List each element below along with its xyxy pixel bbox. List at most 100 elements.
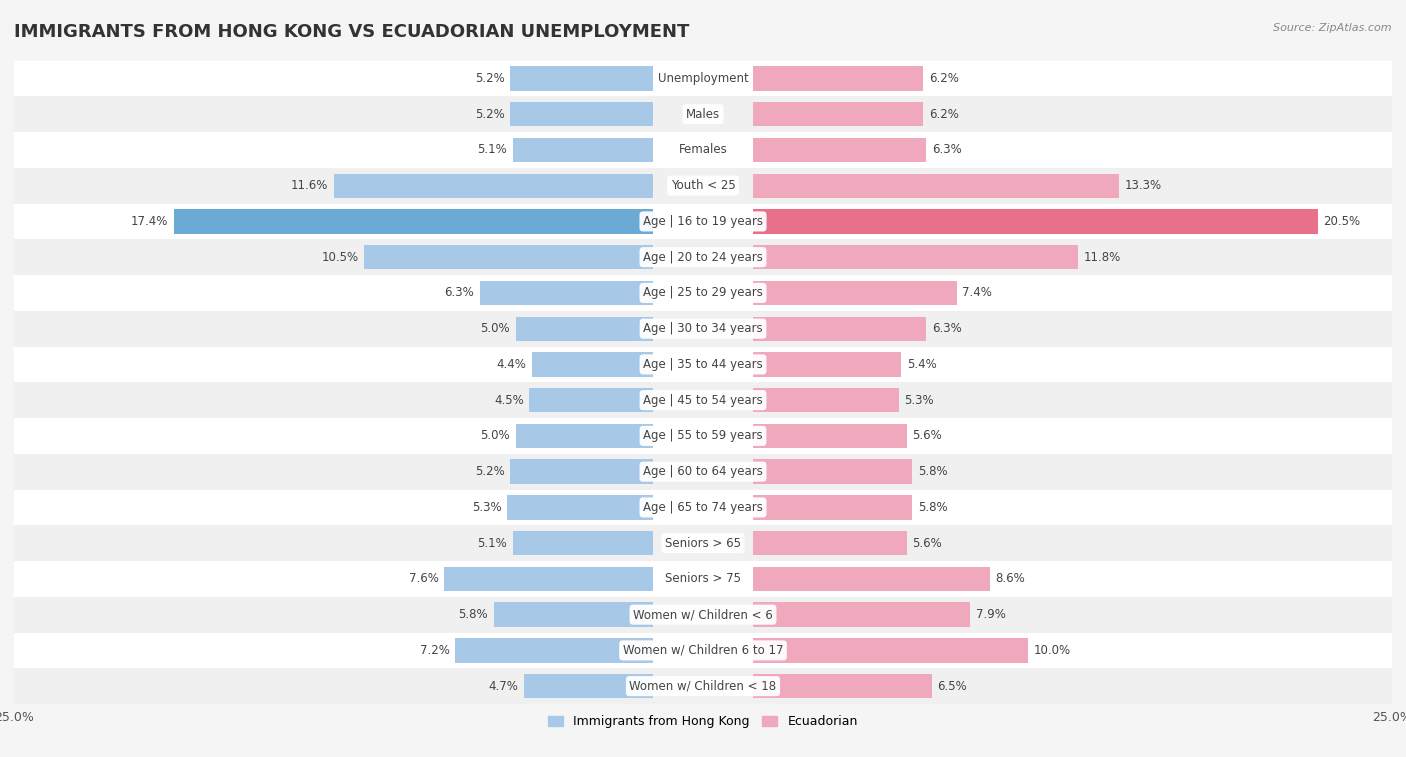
Text: 13.3%: 13.3% bbox=[1125, 179, 1161, 192]
Text: Youth < 25: Youth < 25 bbox=[671, 179, 735, 192]
Bar bbox=[0, 275, 1406, 311]
Text: 5.4%: 5.4% bbox=[907, 358, 936, 371]
Text: Seniors > 65: Seniors > 65 bbox=[665, 537, 741, 550]
Text: Age | 30 to 34 years: Age | 30 to 34 years bbox=[643, 322, 763, 335]
Text: Females: Females bbox=[679, 143, 727, 157]
Legend: Immigrants from Hong Kong, Ecuadorian: Immigrants from Hong Kong, Ecuadorian bbox=[543, 710, 863, 733]
Text: 6.2%: 6.2% bbox=[929, 107, 959, 120]
Bar bbox=[0, 633, 1406, 668]
Text: 5.8%: 5.8% bbox=[918, 465, 948, 478]
Text: Age | 35 to 44 years: Age | 35 to 44 years bbox=[643, 358, 763, 371]
Text: 5.6%: 5.6% bbox=[912, 429, 942, 442]
Text: Age | 65 to 74 years: Age | 65 to 74 years bbox=[643, 501, 763, 514]
Bar bbox=[752, 173, 1119, 198]
Bar bbox=[0, 561, 1406, 597]
Bar bbox=[0, 239, 1406, 275]
Bar bbox=[531, 352, 654, 376]
Text: IMMIGRANTS FROM HONG KONG VS ECUADORIAN UNEMPLOYMENT: IMMIGRANTS FROM HONG KONG VS ECUADORIAN … bbox=[14, 23, 689, 41]
Text: 5.0%: 5.0% bbox=[481, 322, 510, 335]
Bar bbox=[333, 173, 654, 198]
Text: Seniors > 75: Seniors > 75 bbox=[665, 572, 741, 585]
Bar bbox=[510, 67, 654, 91]
Text: 5.2%: 5.2% bbox=[475, 465, 505, 478]
Bar bbox=[0, 96, 1406, 132]
Bar bbox=[508, 495, 654, 519]
Text: 7.9%: 7.9% bbox=[976, 608, 1005, 621]
Text: 5.3%: 5.3% bbox=[472, 501, 502, 514]
Bar bbox=[516, 316, 654, 341]
Bar bbox=[752, 352, 901, 376]
Bar bbox=[510, 102, 654, 126]
Text: 5.3%: 5.3% bbox=[904, 394, 934, 407]
Text: 5.6%: 5.6% bbox=[912, 537, 942, 550]
Text: 11.6%: 11.6% bbox=[291, 179, 328, 192]
Text: 5.2%: 5.2% bbox=[475, 72, 505, 85]
Bar bbox=[752, 567, 990, 591]
Bar bbox=[752, 674, 932, 698]
Text: 6.5%: 6.5% bbox=[938, 680, 967, 693]
Bar bbox=[752, 495, 912, 519]
Text: Women w/ Children < 6: Women w/ Children < 6 bbox=[633, 608, 773, 621]
Bar bbox=[752, 245, 1078, 269]
Bar bbox=[510, 459, 654, 484]
Text: Age | 16 to 19 years: Age | 16 to 19 years bbox=[643, 215, 763, 228]
Bar bbox=[524, 674, 654, 698]
Bar bbox=[0, 490, 1406, 525]
Bar bbox=[0, 347, 1406, 382]
Bar bbox=[444, 567, 654, 591]
Text: 4.7%: 4.7% bbox=[488, 680, 519, 693]
Text: 20.5%: 20.5% bbox=[1323, 215, 1360, 228]
Text: 7.6%: 7.6% bbox=[409, 572, 439, 585]
Text: 4.4%: 4.4% bbox=[496, 358, 527, 371]
Text: 6.3%: 6.3% bbox=[932, 143, 962, 157]
Text: 4.5%: 4.5% bbox=[494, 394, 524, 407]
Text: Age | 60 to 64 years: Age | 60 to 64 years bbox=[643, 465, 763, 478]
Text: Unemployment: Unemployment bbox=[658, 72, 748, 85]
Bar bbox=[0, 525, 1406, 561]
Text: Age | 25 to 29 years: Age | 25 to 29 years bbox=[643, 286, 763, 300]
Bar bbox=[0, 418, 1406, 453]
Bar bbox=[752, 67, 924, 91]
Bar bbox=[0, 453, 1406, 490]
Bar bbox=[752, 424, 907, 448]
Text: 10.5%: 10.5% bbox=[322, 251, 359, 263]
Bar bbox=[530, 388, 654, 413]
Text: Age | 20 to 24 years: Age | 20 to 24 years bbox=[643, 251, 763, 263]
Text: 5.1%: 5.1% bbox=[478, 537, 508, 550]
Text: 6.2%: 6.2% bbox=[929, 72, 959, 85]
Bar bbox=[494, 603, 654, 627]
Text: 10.0%: 10.0% bbox=[1033, 644, 1071, 657]
Bar bbox=[752, 531, 907, 556]
Bar bbox=[752, 638, 1028, 662]
Text: 5.8%: 5.8% bbox=[918, 501, 948, 514]
Bar bbox=[516, 424, 654, 448]
Bar bbox=[456, 638, 654, 662]
Text: 5.2%: 5.2% bbox=[475, 107, 505, 120]
Bar bbox=[513, 138, 654, 162]
Text: Women w/ Children 6 to 17: Women w/ Children 6 to 17 bbox=[623, 644, 783, 657]
Bar bbox=[0, 311, 1406, 347]
Text: Age | 55 to 59 years: Age | 55 to 59 years bbox=[643, 429, 763, 442]
Bar bbox=[0, 382, 1406, 418]
Text: 17.4%: 17.4% bbox=[131, 215, 169, 228]
Bar bbox=[752, 459, 912, 484]
Text: Women w/ Children < 18: Women w/ Children < 18 bbox=[630, 680, 776, 693]
Bar bbox=[0, 132, 1406, 168]
Bar bbox=[174, 209, 654, 234]
Bar bbox=[752, 388, 898, 413]
Bar bbox=[0, 168, 1406, 204]
Bar bbox=[752, 281, 956, 305]
Bar bbox=[752, 138, 927, 162]
Bar bbox=[364, 245, 654, 269]
Text: 7.4%: 7.4% bbox=[962, 286, 991, 300]
Bar bbox=[479, 281, 654, 305]
Bar bbox=[0, 597, 1406, 633]
Bar bbox=[752, 102, 924, 126]
Text: 6.3%: 6.3% bbox=[932, 322, 962, 335]
Bar bbox=[0, 204, 1406, 239]
Bar bbox=[513, 531, 654, 556]
Bar bbox=[752, 316, 927, 341]
Text: 7.2%: 7.2% bbox=[419, 644, 450, 657]
Bar bbox=[0, 668, 1406, 704]
Bar bbox=[0, 61, 1406, 96]
